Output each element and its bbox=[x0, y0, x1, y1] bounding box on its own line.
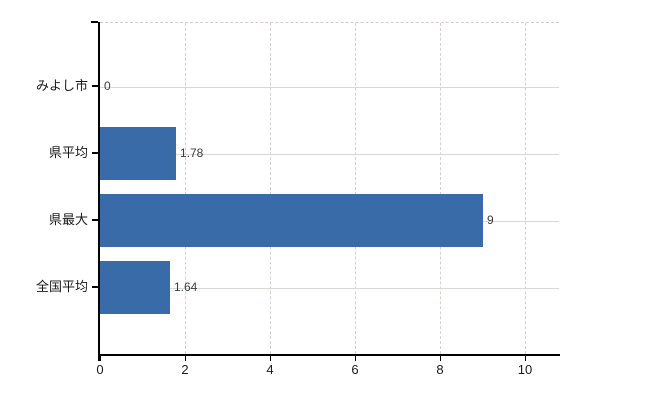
x-tick-label: 4 bbox=[266, 362, 274, 377]
value-label: 0 bbox=[104, 79, 111, 93]
v-gridline bbox=[185, 23, 186, 354]
bar bbox=[100, 127, 176, 180]
h-gridline bbox=[100, 87, 559, 88]
y-axis-line bbox=[98, 22, 100, 361]
x-tick-label: 8 bbox=[436, 362, 444, 377]
x-axis-tick bbox=[355, 356, 356, 361]
h-gridline bbox=[100, 154, 559, 155]
bar bbox=[100, 194, 483, 247]
x-tick-label: 2 bbox=[181, 362, 189, 377]
x-axis-tick bbox=[100, 356, 101, 361]
x-axis-tick bbox=[440, 356, 441, 361]
y-axis-tick bbox=[92, 219, 98, 221]
category-label: 全国平均 bbox=[35, 279, 88, 294]
y-axis-tick bbox=[92, 286, 98, 288]
bar bbox=[100, 261, 170, 314]
value-label: 1.64 bbox=[174, 280, 198, 294]
y-axis-tick bbox=[92, 85, 98, 87]
h-gridline bbox=[100, 288, 559, 289]
v-gridline bbox=[355, 23, 356, 354]
category-label: 県最大 bbox=[48, 212, 88, 227]
x-tick-label: 10 bbox=[517, 362, 533, 377]
x-tick-label: 6 bbox=[351, 362, 359, 377]
value-label: 1.78 bbox=[180, 146, 204, 160]
x-axis-tick bbox=[525, 356, 526, 361]
x-axis-tick bbox=[270, 356, 271, 361]
x-tick-label: 0 bbox=[96, 362, 104, 377]
category-label: みよし市 bbox=[35, 78, 88, 93]
x-axis-tick bbox=[185, 356, 186, 361]
x-axis-line bbox=[98, 354, 560, 356]
plot-area bbox=[100, 22, 559, 354]
value-label: 9 bbox=[487, 213, 494, 227]
y-axis-tick bbox=[92, 152, 98, 154]
v-gridline bbox=[440, 23, 441, 354]
category-label: 県平均 bbox=[48, 145, 88, 160]
y-axis-end-tick bbox=[91, 21, 98, 23]
v-gridline bbox=[270, 23, 271, 354]
v-gridline bbox=[525, 23, 526, 354]
